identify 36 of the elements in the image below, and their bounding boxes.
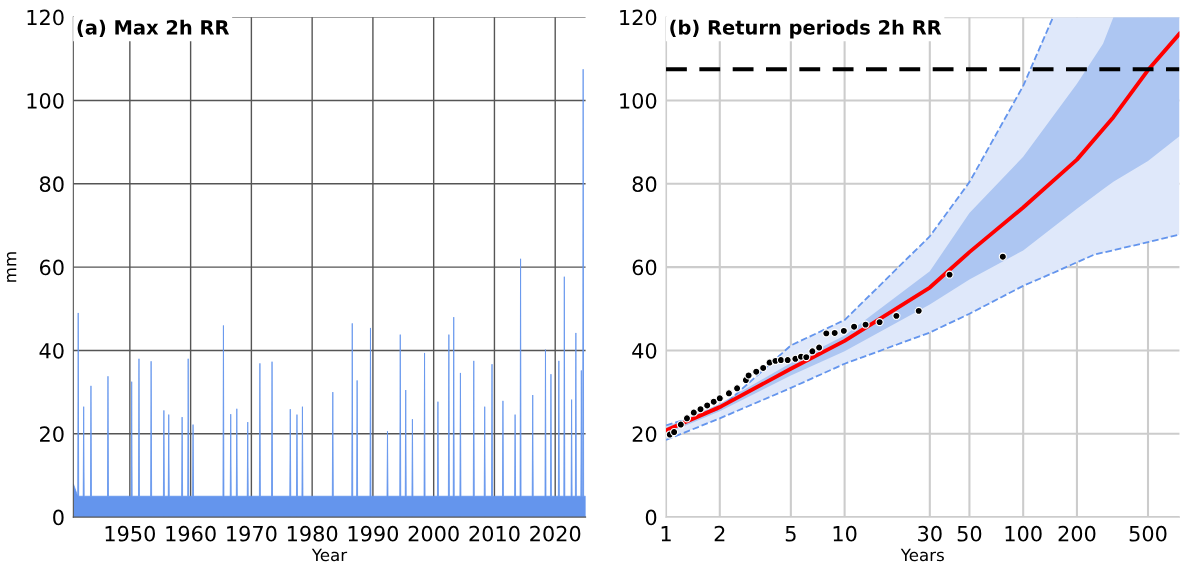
y-tick-label: 0 <box>53 509 64 526</box>
x-axis-title: Year <box>311 548 348 562</box>
x-tick-label: 5 <box>785 526 796 542</box>
y-tick-label: 60 <box>632 259 657 276</box>
x-tick-label: 50 <box>957 525 982 542</box>
x-tick-label: 2 <box>714 525 725 542</box>
y-tick-label: 80 <box>632 176 657 193</box>
x-tick-label: 1970 <box>227 525 277 542</box>
x-tick-label: 30 <box>918 525 942 542</box>
x-tick-label: 1950 <box>105 525 155 542</box>
y-tick-label: 20 <box>40 426 64 442</box>
x-tick-label: 2020 <box>530 525 581 542</box>
x-tick-label: 1980 <box>287 525 338 542</box>
y-tick-label: 120 <box>27 9 64 26</box>
x-tick-label: 1 <box>661 526 671 542</box>
chart-title: (a) Max 2h RR <box>77 19 230 37</box>
y-tick-label: 40 <box>39 342 64 359</box>
y-axis-title: mm <box>6 252 17 282</box>
y-tick-label: 40 <box>632 342 657 359</box>
x-tick-label: 1960 <box>166 525 216 542</box>
y-tick-label: 20 <box>632 426 657 442</box>
chart-title: (b) Return periods 2h RR <box>670 19 942 39</box>
y-tick-label: 80 <box>39 176 64 193</box>
x-axis-title: Years <box>900 548 944 562</box>
x-tick-label: 200 <box>1058 525 1096 542</box>
y-tick-label: 0 <box>645 509 657 526</box>
y-tick-label: 60 <box>39 259 64 276</box>
x-tick-label: 2000 <box>408 525 459 542</box>
x-tick-label: 10 <box>833 525 857 542</box>
x-tick-label: 2010 <box>469 525 520 542</box>
x-tick-label: 1990 <box>348 525 399 542</box>
y-tick-label: 120 <box>620 9 657 26</box>
x-tick-label: 100 <box>1005 525 1042 542</box>
y-tick-label: 100 <box>620 92 657 109</box>
x-tick-label: 500 <box>1129 525 1167 542</box>
y-tick-label: 100 <box>27 92 64 109</box>
